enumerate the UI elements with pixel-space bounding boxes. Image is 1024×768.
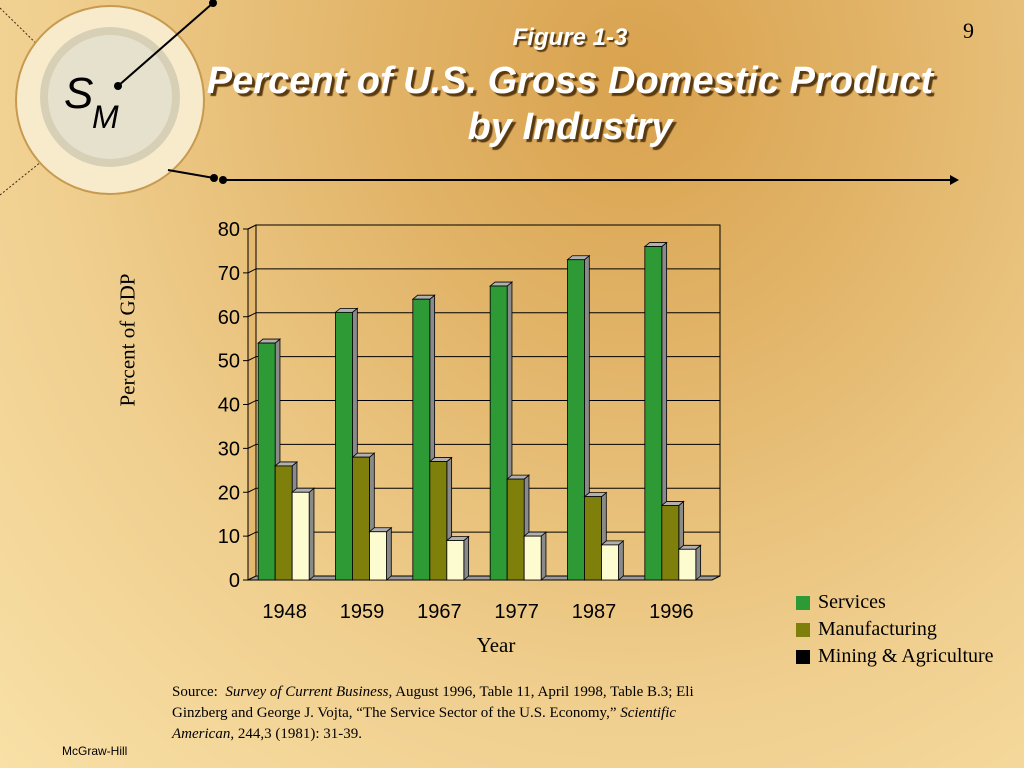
bar-face	[369, 531, 387, 581]
y-tick-label: 30	[218, 438, 240, 460]
bar-face	[644, 246, 663, 581]
bar-face	[489, 285, 508, 581]
bar-face	[352, 456, 370, 581]
legend-label-manufacturing: Manufacturing	[818, 618, 937, 640]
bar-side	[618, 540, 624, 581]
legend-swatch-services	[796, 595, 810, 610]
x-tick-label: 1959	[340, 601, 385, 623]
y-tick-label: 40	[218, 395, 240, 417]
y-tick-label: 60	[218, 307, 240, 329]
gridline-side	[247, 531, 257, 537]
logo-letter-s: S	[64, 69, 93, 118]
bar-mining-agriculture-1996	[677, 544, 702, 581]
bar-face	[429, 461, 448, 581]
x-tick-label: 1996	[649, 601, 694, 623]
y-axis-title: Percent of GDP	[115, 273, 140, 407]
bar-face	[291, 491, 310, 581]
logo: S M	[0, 0, 218, 196]
bar-mining-agriculture-1967	[445, 535, 470, 581]
bar-face	[523, 535, 542, 581]
legend-label-services: Services	[818, 591, 886, 613]
gridline-side	[247, 268, 257, 274]
gridline-side	[247, 400, 257, 405]
legend-item-services: Services	[796, 589, 994, 616]
bar-side	[308, 487, 315, 581]
bar-face	[584, 496, 602, 581]
bar-face	[661, 505, 680, 581]
bar-face	[412, 298, 431, 581]
bar-face	[335, 311, 353, 581]
source-citation: Source: Survey of Current Business, Augu…	[172, 682, 720, 745]
bar-mining-agriculture-1959	[368, 526, 393, 581]
legend-swatch-manufacturing	[796, 622, 810, 637]
bar-side	[463, 535, 470, 581]
x-axis-title: Year	[476, 633, 516, 657]
slide-title: Percent of U.S. Gross Domestic Product b…	[206, 60, 934, 148]
legend: Services Manufacturing Mining & Agricult…	[796, 589, 994, 670]
y-tick-label: 20	[218, 482, 240, 504]
legend-swatch-mining-agriculture	[796, 649, 810, 664]
bar-face	[506, 478, 525, 581]
figure-label: Figure 1-3	[512, 24, 628, 51]
x-tick-label: 1967	[417, 601, 462, 623]
source-text-2: , 244,3 (1981): 31-39.	[230, 726, 362, 742]
gridline-side	[247, 487, 257, 493]
gridline-side	[247, 443, 257, 449]
gridline-side	[247, 356, 257, 362]
legend-label-mining-agriculture: Mining & Agriculture	[818, 645, 994, 667]
logo-letter-m: M	[92, 99, 119, 135]
gridline-side	[247, 224, 257, 230]
bar-mining-agriculture-1987	[600, 540, 625, 581]
source-journal-2: Scientific American	[172, 705, 677, 742]
bar-services-1996	[643, 241, 668, 581]
bar-face	[601, 544, 619, 581]
bar-side	[695, 544, 702, 581]
y-tick-label: 50	[218, 351, 240, 373]
bar-face	[446, 540, 465, 581]
y-tick-label: 70	[218, 263, 240, 285]
x-tick-label: 1987	[572, 601, 617, 623]
bar-side	[386, 526, 392, 581]
x-tick-label: 1948	[262, 601, 307, 623]
source-text-1: August 1996, Table 11, April 1998, Table…	[172, 684, 694, 721]
bar-side	[540, 531, 547, 581]
legend-item-manufacturing: Manufacturing	[796, 616, 994, 643]
publisher-footer: McGraw-Hill	[62, 744, 128, 758]
bar-face	[678, 548, 697, 581]
bar-face	[567, 259, 585, 581]
y-tick-label: 80	[218, 219, 240, 241]
legend-item-mining-agriculture: Mining & Agriculture	[796, 643, 994, 670]
y-tick-label: 10	[218, 526, 240, 548]
bar-mining-agriculture-1977	[523, 531, 548, 581]
bar-face	[274, 465, 293, 581]
source-journal-1: Survey of Current Business,	[225, 684, 393, 700]
y-tick-label: 0	[229, 570, 240, 592]
source-prefix: Source:	[172, 684, 218, 700]
bar-face	[257, 342, 276, 581]
title-arrow	[219, 175, 959, 185]
x-tick-label: 1977	[494, 601, 539, 623]
bar-mining-agriculture-1948	[291, 487, 316, 581]
slide-number: 9	[963, 18, 974, 43]
gridline-side	[247, 312, 257, 318]
